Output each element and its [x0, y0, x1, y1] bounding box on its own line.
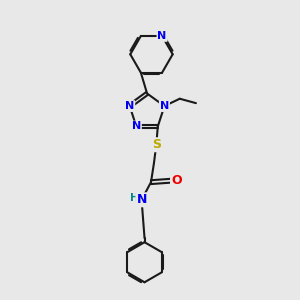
- Text: N: N: [158, 31, 167, 41]
- Text: N: N: [160, 101, 169, 111]
- Text: N: N: [125, 101, 134, 111]
- Text: N: N: [132, 122, 141, 131]
- Text: S: S: [152, 138, 161, 151]
- Text: N: N: [136, 193, 147, 206]
- Text: H: H: [130, 193, 139, 203]
- Text: O: O: [171, 174, 181, 187]
